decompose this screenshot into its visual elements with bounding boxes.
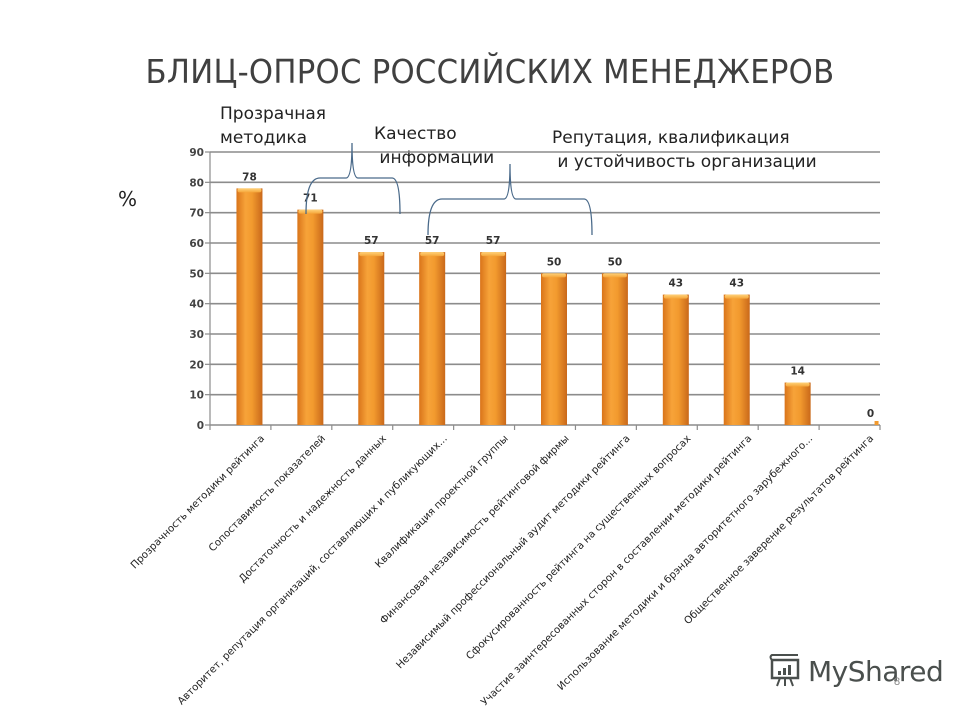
annotation-transparent-methodology: Прозрачная методика <box>220 104 327 148</box>
bar <box>723 294 750 425</box>
bar-value-label: 43 <box>669 278 684 290</box>
bar <box>236 188 263 425</box>
bar-value-label: 57 <box>364 235 379 247</box>
bar-value-label: 14 <box>790 366 805 378</box>
bars: 78 71 57 57 57 50 50 43 43 14 0 <box>236 171 879 425</box>
y-axis-unit-label: % <box>118 187 138 211</box>
y-tick-label: 0 <box>197 420 204 432</box>
x-category-label: Прозрачность методики рейтинга <box>129 433 267 571</box>
bar-value-label: 57 <box>486 235 501 247</box>
y-tick-label: 40 <box>189 299 204 311</box>
bar-value-label: 57 <box>425 235 440 247</box>
y-tick-label: 90 <box>189 147 204 159</box>
bar <box>601 273 628 425</box>
annotation-information-quality: Качество информации <box>374 124 495 168</box>
x-category-label: Независимый профессиональный аудит метод… <box>395 433 633 671</box>
x-category-label: Сфокусированность рейтинга на существенн… <box>465 433 694 662</box>
x-axis-labels: Прозрачность методики рейтингаСопоставим… <box>129 433 876 708</box>
x-category-label: Квалификация проектной группы <box>374 433 511 570</box>
y-tick-label: 80 <box>189 177 204 189</box>
bar <box>297 209 324 425</box>
slide-number: 8 <box>894 676 901 688</box>
bar <box>541 273 567 425</box>
bar <box>662 294 689 425</box>
y-tick-label: 70 <box>189 208 204 220</box>
bar-value-label: 78 <box>242 171 257 183</box>
brace-information-quality <box>305 142 401 215</box>
watermark-text: MyShared <box>808 654 944 688</box>
y-tick-label: 20 <box>189 359 204 371</box>
presentation-board-icon <box>769 654 800 687</box>
bar-value-label: 50 <box>608 256 623 268</box>
y-axis-ticks: 0 10 20 30 40 50 60 70 80 90 <box>189 147 210 432</box>
bar <box>784 382 811 425</box>
bar-value-label: 50 <box>547 256 562 268</box>
annotation-braces <box>305 142 593 236</box>
slide-title: БЛИЦ-ОПРОС РОССИЙСКИХ МЕНЕДЖЕРОВ <box>145 52 835 91</box>
bar-value-label: 71 <box>303 193 318 205</box>
bar <box>358 252 385 425</box>
bar <box>480 252 507 425</box>
brace-reputation <box>427 163 593 236</box>
x-category-label: Сопоставимость показателей <box>207 433 328 554</box>
bar <box>874 421 879 425</box>
bar-value-label: 43 <box>729 278 744 290</box>
annotation-reputation: Репутация, квалификация и устойчивость о… <box>552 128 817 172</box>
bar <box>419 252 446 425</box>
y-tick-label: 50 <box>189 268 204 280</box>
y-tick-label: 30 <box>189 329 204 341</box>
myshared-watermark: MyShared <box>768 654 944 688</box>
x-category-label: Участие заинтересованных сторон в состав… <box>479 433 754 708</box>
y-tick-label: 10 <box>189 390 204 402</box>
y-tick-label: 60 <box>189 238 204 250</box>
bar-value-label: 0 <box>867 408 874 420</box>
